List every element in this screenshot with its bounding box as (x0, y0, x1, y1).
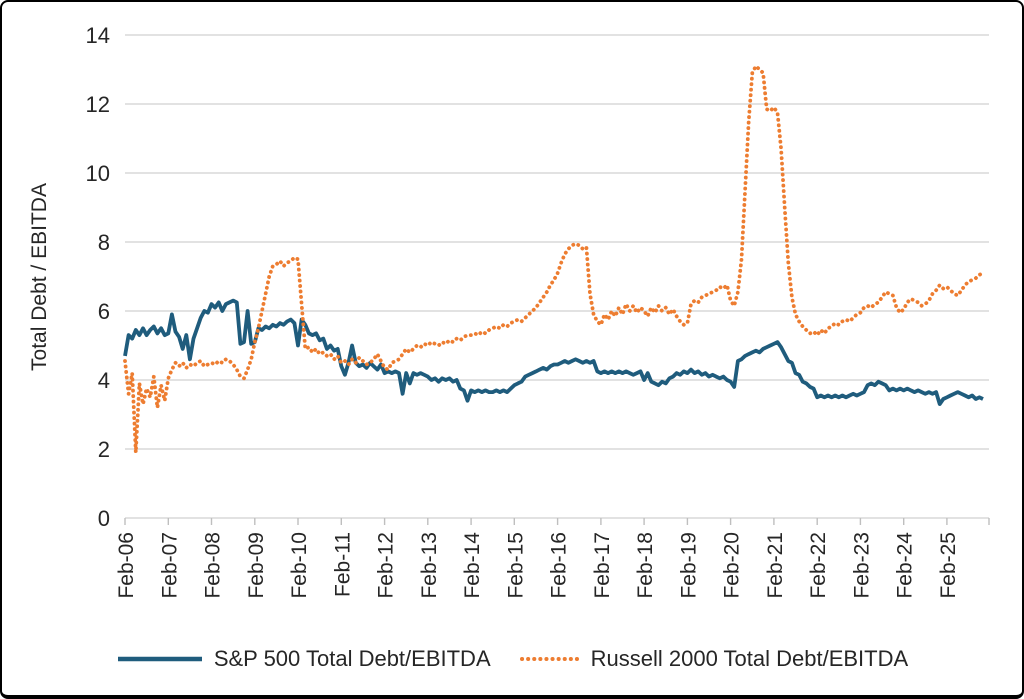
x-tick-label: Feb-17 (591, 532, 614, 599)
axis-group: 0 2 4 6 8 10 12 14 Feb-06 Feb-07 Feb-08 Feb-09 Feb-1… (86, 23, 990, 599)
x-tick-label: Feb-18 (634, 532, 657, 599)
russell-dotted-swatch (519, 657, 581, 661)
legend-label-russell: Russell 2000 Total Debt/EBITDA (590, 646, 909, 671)
x-tick-label: Feb-15 (504, 532, 527, 599)
y-tick-label: 12 (86, 92, 110, 117)
x-tick-label: Feb-24 (894, 532, 917, 599)
x-tick-label: Feb-13 (418, 532, 441, 599)
x-tick-label: Feb-23 (850, 532, 873, 599)
y-tick-label: 6 (98, 299, 110, 324)
x-tick-label: Feb-10 (288, 532, 311, 599)
x-tick-label: Feb-21 (764, 532, 787, 599)
sp500-line (123, 298, 984, 406)
y-tick-label: 14 (86, 23, 110, 48)
x-tick-label: Feb-11 (331, 532, 354, 597)
gridlines-group (125, 34, 989, 519)
series-group (123, 64, 985, 455)
x-tick-label: Feb-20 (721, 532, 744, 599)
x-tick-label: Feb-22 (807, 532, 830, 599)
chart-legend: S&P 500 Total Debt/EBITDA Russell 2000 T… (2, 631, 1022, 687)
legend-label-sp500: S&P 500 Total Debt/EBITDA (213, 646, 491, 671)
x-tick-label: Feb-09 (245, 532, 268, 599)
x-tick-label: Feb-14 (461, 532, 484, 599)
x-tick-label: Feb-12 (375, 532, 398, 599)
y-tick-label: 0 (98, 506, 110, 531)
x-tick-label: Feb-16 (548, 532, 571, 599)
y-tick-label: 8 (98, 230, 110, 255)
y-axis-title: Total Debt / EBITDA (28, 183, 51, 371)
x-tick-label: Feb-06 (115, 532, 138, 599)
y-tick-label: 10 (86, 161, 110, 186)
y-tick-label: 4 (98, 368, 110, 393)
x-tick-label: Feb-08 (202, 532, 225, 599)
y-tick-label: 2 (98, 437, 110, 462)
x-tick-label: Feb-07 (158, 532, 181, 599)
sp500-line-swatch (117, 656, 202, 662)
x-tick-label: Feb-19 (677, 532, 700, 599)
russell-2000-line (123, 64, 985, 455)
total-debt-ebitda-chart: Total Debt / EBITDA 0 2 4 6 8 10 12 14 Feb-06 Feb… (28, 23, 990, 599)
legend-item-russell: Russell 2000 Total Debt/EBITDA (519, 646, 909, 672)
legend-item-sp500: S&P 500 Total Debt/EBITDA (116, 646, 491, 672)
x-tick-label: Feb-25 (937, 532, 960, 599)
